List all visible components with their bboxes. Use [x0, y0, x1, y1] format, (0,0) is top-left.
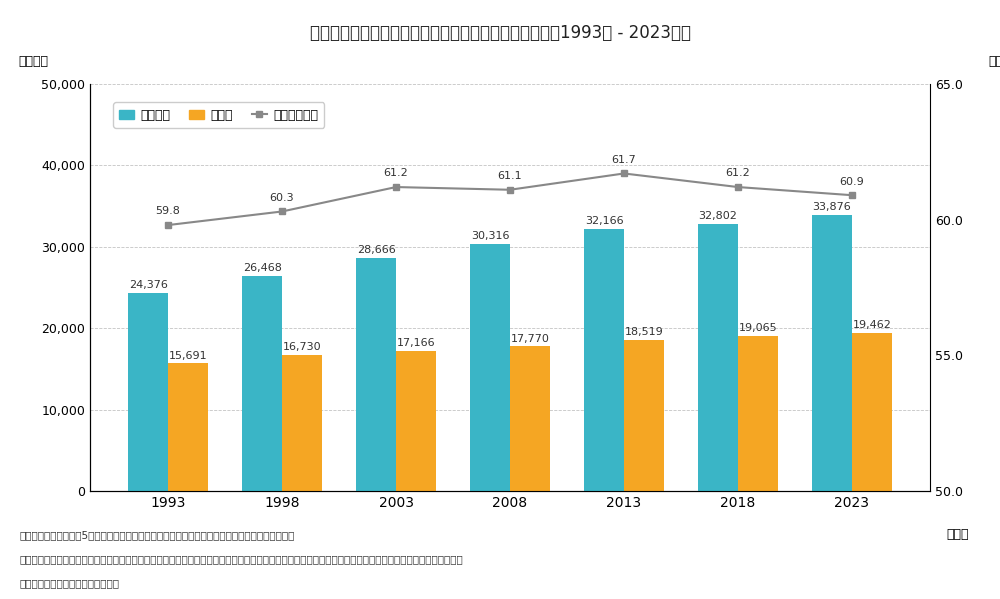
Text: 60.9: 60.9 [840, 177, 864, 186]
Text: 19,065: 19,065 [739, 323, 777, 333]
Bar [624, 340, 664, 491]
Text: 18,519: 18,519 [625, 328, 663, 337]
Text: ＊住宅の所有の関係「不詳」を含む: ＊住宅の所有の関係「不詳」を含む [20, 578, 120, 588]
Bar [128, 292, 168, 491]
Bar [584, 229, 624, 491]
Text: 59.8: 59.8 [156, 207, 181, 216]
Bar [510, 346, 550, 491]
Text: ＊借家数には、「公営の借家」・「都市再生機構・公社の借家」・「民営借家」・「給与住宅」を含む　＊持ち家住宅率：住宅全体に占める持ち家住宅の割合: ＊借家数には、「公営の借家」・「都市再生機構・公社の借家」・「民営借家」・「給与… [20, 554, 464, 564]
Text: 61.2: 61.2 [726, 168, 750, 179]
Legend: 持ち家数, 借家数, 持ち家住宅率: 持ち家数, 借家数, 持ち家住宅率 [113, 102, 324, 128]
Text: 15,691: 15,691 [169, 350, 207, 361]
Text: 61.2: 61.2 [384, 168, 408, 179]
Text: 19,462: 19,462 [852, 320, 891, 330]
Text: （千戸）: （千戸） [19, 55, 49, 68]
Text: 61.7: 61.7 [612, 155, 636, 165]
Bar [396, 352, 436, 491]
Text: 32,166: 32,166 [585, 216, 623, 226]
Bar [356, 258, 396, 491]
Text: 33,876: 33,876 [813, 202, 851, 213]
Bar [738, 336, 778, 491]
Text: 17,770: 17,770 [511, 334, 549, 344]
Text: 16,730: 16,730 [283, 342, 321, 352]
Bar [168, 364, 208, 491]
Text: （出所）総務省「令和5年住宅・土地統計調査」より三井住友トラスト・資産のミライ研究所作成: （出所）総務省「令和5年住宅・土地統計調査」より三井住友トラスト・資産のミライ研… [20, 530, 295, 540]
Bar [698, 224, 738, 491]
Text: 32,802: 32,802 [699, 211, 737, 221]
Bar [242, 276, 282, 491]
Text: 30,316: 30,316 [471, 231, 509, 241]
Text: 28,666: 28,666 [357, 245, 395, 255]
Text: 61.1: 61.1 [498, 171, 522, 181]
Text: （年）: （年） [947, 528, 969, 541]
Text: 図表１　持ち家数、借家数及び持ち家住宅率の推移　（1993年 - 2023年）: 図表１ 持ち家数、借家数及び持ち家住宅率の推移 （1993年 - 2023年） [310, 24, 690, 42]
Text: 17,166: 17,166 [397, 338, 435, 349]
Text: 26,468: 26,468 [243, 263, 282, 273]
Bar [852, 332, 892, 491]
Text: 60.3: 60.3 [270, 193, 294, 203]
Text: 24,376: 24,376 [129, 280, 168, 290]
Bar [470, 244, 510, 491]
Bar [812, 215, 852, 491]
Text: （％）: （％） [989, 55, 1000, 68]
Bar [282, 355, 322, 491]
